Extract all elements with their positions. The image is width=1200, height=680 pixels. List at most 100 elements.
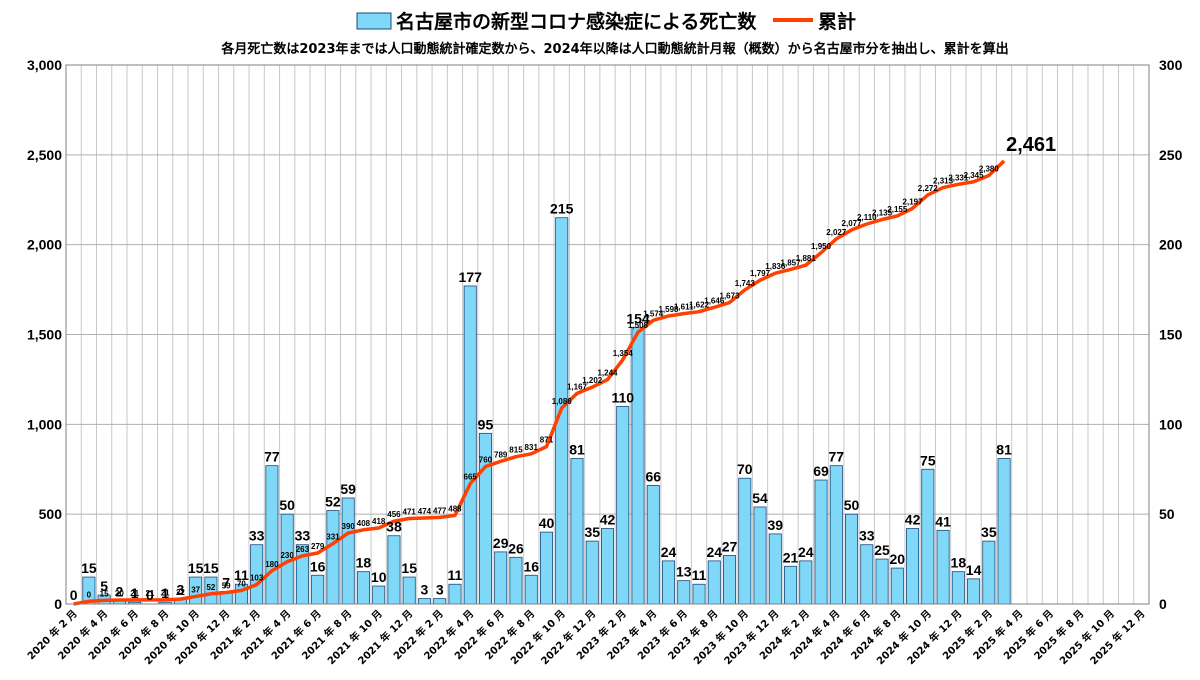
bar-value-label: 215 — [550, 201, 574, 217]
cumulative-value-label: 263 — [296, 545, 310, 554]
bar-value-label: 11 — [692, 567, 707, 583]
bar-value-label: 21 — [783, 549, 799, 565]
bar-value-label: 11 — [448, 567, 463, 583]
cumulative-value-label: 815 — [509, 446, 523, 455]
bar-value-label: 3 — [177, 582, 185, 598]
bar-value-label: 18 — [951, 555, 967, 571]
x-tick-label: 2020 年 10 月 — [142, 607, 202, 667]
cumulative-value-label: 477 — [433, 506, 447, 515]
cumulative-value-label: 471 — [403, 507, 417, 516]
cumulative-value-label: 103 — [250, 574, 264, 583]
bar-value-label: 54 — [752, 490, 768, 506]
bar — [677, 580, 691, 605]
cumulative-value-label: 1,202 — [582, 376, 603, 385]
y-right-tick-label: 200 — [1159, 237, 1183, 253]
cumulative-value-label: 665 — [464, 473, 478, 482]
bar-value-label: 5 — [100, 578, 108, 594]
bar-value-label: 66 — [645, 468, 661, 484]
cumulative-value-label: 1,167 — [567, 382, 588, 391]
cumulative-value-label: 871 — [540, 436, 554, 445]
cumulative-value-label: 831 — [525, 443, 539, 452]
x-tick-label: 2024 年 12 月 — [904, 607, 964, 667]
bar-value-label: 41 — [935, 513, 951, 529]
x-tick-label: 2022 年 12 月 — [538, 607, 598, 667]
bar — [967, 578, 981, 605]
y-left-tick-label: 3,000 — [27, 57, 62, 73]
bar — [936, 529, 950, 605]
cumulative-value-label: 2,110 — [857, 213, 877, 222]
bar — [784, 565, 798, 605]
bar — [982, 540, 996, 605]
cumulative-value-label: 21 — [130, 589, 139, 598]
bar-value-label: 81 — [569, 441, 585, 457]
cumulative-value-label: 21 — [161, 589, 170, 598]
cumulative-value-label: 789 — [494, 450, 508, 459]
bar-value-label: 11 — [234, 567, 249, 583]
bar — [707, 560, 721, 605]
bar-value-label: 177 — [459, 269, 483, 285]
x-tick-label: 2025 年 10 月 — [1057, 607, 1117, 667]
cumulative-value-label: 2,077 — [842, 219, 863, 228]
bar-value-label: 24 — [706, 544, 722, 560]
cumulative-value-label: 0 — [87, 590, 92, 599]
y-right-tick-label: 0 — [1159, 596, 1167, 612]
cumulative-value-label: 2,135 — [872, 209, 893, 218]
cumulative-line — [73, 159, 1006, 606]
bar-value-label: 15 — [401, 560, 417, 576]
cumulative-value-label: 180 — [265, 560, 279, 569]
legend-bar-swatch — [356, 12, 392, 30]
x-tick-label: 2022 年 10 月 — [508, 607, 568, 667]
cumulative-value-label: 230 — [280, 551, 294, 560]
cumulative-value-label: 2,380 — [979, 164, 1000, 173]
bar-value-label: 42 — [905, 512, 921, 528]
bar-value-label: 59 — [340, 481, 356, 497]
cumulative-value-label: 1,836 — [765, 262, 786, 271]
x-tick-label: 2025 年 12 月 — [1087, 607, 1147, 667]
bar-value-label: 50 — [279, 497, 295, 513]
cumulative-value-label: 20 — [115, 589, 124, 598]
bar — [417, 598, 431, 605]
bar-value-label: 2 — [115, 583, 123, 599]
cumulative-value-label: 1,646 — [704, 296, 725, 305]
bar — [723, 555, 737, 605]
cumulative-value-label: 1,857 — [781, 258, 802, 267]
y-right-tick-label: 150 — [1159, 327, 1183, 343]
plot-border — [65, 64, 1150, 605]
bar — [738, 477, 752, 605]
bar — [845, 513, 859, 605]
bar — [921, 468, 935, 605]
cumulative-value-label: 418 — [372, 517, 386, 526]
bar — [860, 544, 874, 605]
cumulative-value-label: 456 — [387, 510, 401, 519]
bar — [692, 583, 706, 605]
cumulative-value-label: 1,797 — [750, 269, 771, 278]
bar — [463, 285, 477, 605]
bar-value-label: 1 — [131, 585, 139, 601]
bar — [356, 571, 370, 605]
y-left-tick-label: 0 — [54, 596, 62, 612]
cumulative-value-label: 1,881 — [796, 254, 817, 263]
cumulative-value-label: 2,155 — [887, 205, 908, 214]
bar-value-label: 24 — [798, 544, 814, 560]
bar — [814, 479, 828, 605]
bar — [951, 571, 965, 605]
bar-value-label: 154 — [626, 310, 650, 326]
cumulative-value-label: 1,508 — [628, 321, 649, 330]
bar — [875, 558, 889, 605]
bar-value-label: 70 — [737, 461, 753, 477]
x-tick-label: 2021 年 12 月 — [355, 607, 415, 667]
y-right-tick-label: 100 — [1159, 416, 1183, 432]
cumulative-value-label: 22 — [176, 588, 185, 597]
cumulative-value-label: 474 — [418, 507, 432, 516]
bar — [585, 540, 599, 605]
line-layer — [73, 159, 1006, 606]
bar-value-label: 95 — [478, 416, 494, 432]
bar-value-label: 33 — [859, 528, 875, 544]
bar-value-label: 18 — [356, 555, 372, 571]
bar — [570, 458, 584, 605]
cumulative-value-label: 488 — [448, 504, 462, 513]
cumulative-value-label: 2,345 — [964, 171, 985, 180]
